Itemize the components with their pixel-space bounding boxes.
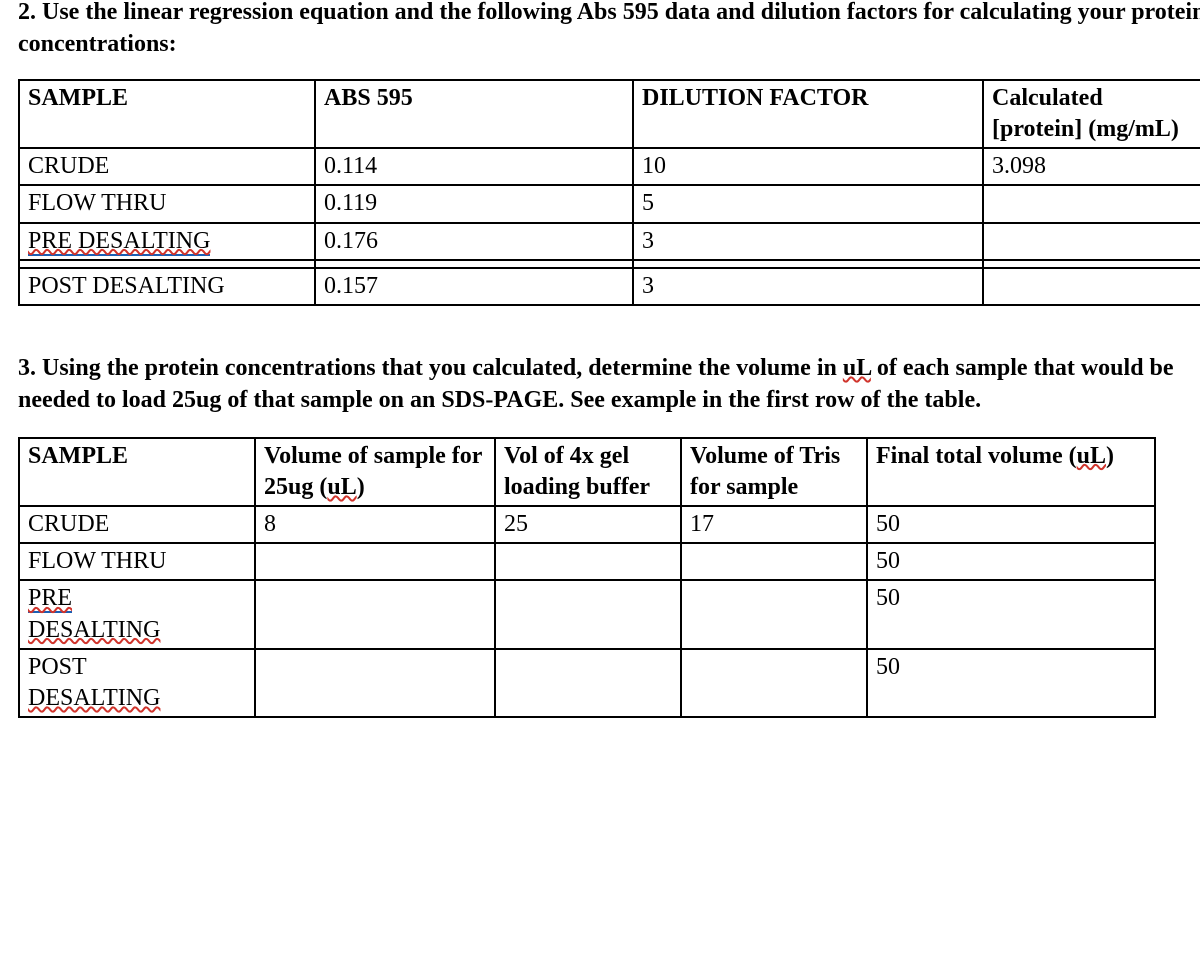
- cell-tris: [681, 649, 867, 717]
- cell-fin: 50: [867, 543, 1155, 580]
- cell-abs: 0.119: [315, 185, 633, 222]
- table-row: PREDESALTING 50: [19, 580, 1155, 648]
- table-header-row: SAMPLE ABS 595 DILUTION FACTOR Calculate…: [19, 80, 1200, 148]
- cell-abs: 0.157: [315, 268, 633, 305]
- cell-buf: [495, 543, 681, 580]
- table-row: POST DESALTING 0.157 3: [19, 268, 1200, 305]
- col-dilution: DILUTION FACTOR: [633, 80, 983, 148]
- cell-fin: 50: [867, 580, 1155, 648]
- cell-sample: FLOW THRU: [19, 543, 255, 580]
- cell-vol: [255, 543, 495, 580]
- table-row: PRE DESALTING 0.176 3: [19, 223, 1200, 260]
- cell-calc: 3.098: [983, 148, 1200, 185]
- cell-calc: [983, 185, 1200, 222]
- cell-tris: [681, 580, 867, 648]
- cell-fin: 50: [867, 506, 1155, 543]
- table-header-row: SAMPLE Volume of sample for 25ug (uL) Vo…: [19, 438, 1155, 506]
- col-vol-4x: Vol of 4x gel loading buffer: [495, 438, 681, 506]
- cell-buf: 25: [495, 506, 681, 543]
- table-row: CRUDE 8 25 17 50: [19, 506, 1155, 543]
- question-2-text: 2. Use the linear regression equation an…: [18, 0, 1200, 61]
- cell-sample: PRE DESALTING: [19, 223, 315, 260]
- cell-tris: 17: [681, 506, 867, 543]
- table-row: FLOW THRU 0.119 5: [19, 185, 1200, 222]
- cell-vol: 8: [255, 506, 495, 543]
- cell-sample: PREDESALTING: [19, 580, 255, 648]
- cell-dil: 3: [633, 268, 983, 305]
- question-3-text: 3. Using the protein concentrations that…: [18, 352, 1200, 417]
- table-row: POSTDESALTING 50: [19, 649, 1155, 717]
- cell-dil: 3: [633, 223, 983, 260]
- cell-sample: POSTDESALTING: [19, 649, 255, 717]
- cell-calc: [983, 223, 1200, 260]
- cell-fin: 50: [867, 649, 1155, 717]
- cell-abs: 0.114: [315, 148, 633, 185]
- cell-tris: [681, 543, 867, 580]
- cell-sample: POST DESALTING: [19, 268, 315, 305]
- col-vol-tris: Volume of Tris for sample: [681, 438, 867, 506]
- col-calculated: Calculated [protein] (mg/mL): [983, 80, 1200, 148]
- cell-sample: FLOW THRU: [19, 185, 315, 222]
- col-sample: SAMPLE: [19, 80, 315, 148]
- cell-vol: [255, 649, 495, 717]
- col-final-vol: Final total volume (uL): [867, 438, 1155, 506]
- protein-concentration-table: SAMPLE ABS 595 DILUTION FACTOR Calculate…: [18, 79, 1200, 306]
- cell-dil: 10: [633, 148, 983, 185]
- cell-buf: [495, 580, 681, 648]
- cell-vol: [255, 580, 495, 648]
- col-abs595: ABS 595: [315, 80, 633, 148]
- table-row: CRUDE 0.114 10 3.098: [19, 148, 1200, 185]
- cell-abs: 0.176: [315, 223, 633, 260]
- cell-dil: 5: [633, 185, 983, 222]
- cell-sample: CRUDE: [19, 506, 255, 543]
- cell-sample: CRUDE: [19, 148, 315, 185]
- col-sample: SAMPLE: [19, 438, 255, 506]
- cell-calc: [983, 268, 1200, 305]
- cell-buf: [495, 649, 681, 717]
- table-row: FLOW THRU 50: [19, 543, 1155, 580]
- col-vol-sample: Volume of sample for 25ug (uL): [255, 438, 495, 506]
- volume-calculation-table: SAMPLE Volume of sample for 25ug (uL) Vo…: [18, 437, 1156, 719]
